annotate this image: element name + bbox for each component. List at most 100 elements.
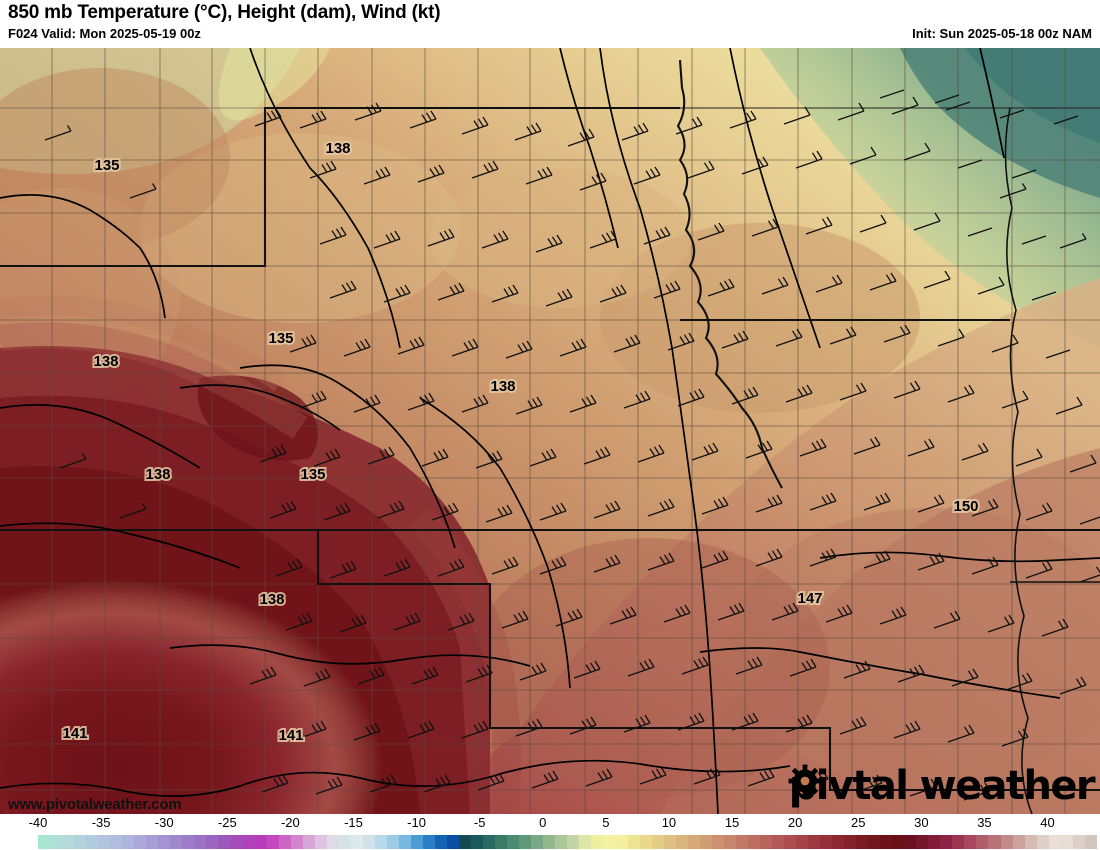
colorbar-swatch [302,835,315,849]
colorbar-swatch [230,835,243,849]
colorbar-swatch [122,835,135,849]
contour-label-halo: 141 [62,725,87,742]
colorbar-tick: -10 [407,815,426,830]
colorbar-swatch [507,835,520,849]
colorbar-swatch [964,835,977,849]
colorbar-swatch [711,835,724,849]
colorbar-tick-labels: -40 -35 -30 -25 -20 -15 -10 -5 0 5 10 15 20 25 30 35 40 [0,814,1100,834]
colorbar-swatch [1024,835,1037,849]
colorbar-swatch [194,835,207,849]
colorbar-swatch [435,835,448,849]
init-time: Init: Sun 2025-05-18 00z NAM [912,26,1092,41]
colorbar-swatch [374,835,387,849]
colorbar-swatch [928,835,941,849]
contour-label: 138 [259,591,284,608]
colorbar-swatch [471,835,484,849]
colorbar-swatch [675,835,688,849]
colorbar-swatch [459,835,472,849]
colorbar-tick: 20 [787,815,803,830]
colorbar-swatch [771,835,784,849]
state-boundaries [0,59,1100,814]
page-title: 850 mb Temperature (°C), Height (dam), W… [8,2,441,23]
colorbar-swatch [218,835,231,849]
colorbar-swatch [723,835,736,849]
contour-label-halo: 135 [268,330,293,347]
colorbar-swatch [1000,835,1013,849]
colorbar-swatch [98,835,111,849]
colorbar-swatch [134,835,147,849]
temperature-shading [0,48,1100,814]
colorbar-swatch [86,835,99,849]
colorbar-swatch [699,835,712,849]
contour-label: 147 [797,590,822,607]
colorbar-tick: 30 [914,815,929,830]
colorbar-swatch [783,835,796,849]
colorbar-swatch [880,835,893,849]
colorbar-tick: -25 [217,815,237,830]
contour-label: 135 [300,466,325,483]
pivotal-weather-logo: piv tal weather [788,764,1096,808]
contour-label-halo: 138 [490,378,515,395]
colorbar-swatch [74,835,87,849]
colorbar-swatch [1084,835,1097,849]
colorbar-swatch [1036,835,1049,849]
colorbar-swatch [808,835,821,849]
colorbar-swatch [266,835,279,849]
contour-label: 138 [93,353,118,370]
colorbar-tick: 40 [1040,815,1055,830]
contour-label: 150 [953,498,978,515]
colorbar-swatch [1072,835,1085,849]
colorbar-swatch [820,835,833,849]
colorbar-swatch [663,835,676,849]
colorbar-swatch [62,835,75,849]
colorbar-tick: -15 [344,815,363,830]
colorbar-swatch [567,835,580,849]
colorbar-swatch [543,835,556,849]
colorbar-swatch [182,835,195,849]
colorbar-swatch [326,835,339,849]
colorbar-swatch [603,835,616,849]
contour-label: 141 [62,725,87,742]
contour-label: 138 [325,140,350,157]
colorbar-swatch [398,835,411,849]
colorbar-swatches [38,835,1097,849]
colorbar-swatch [904,835,917,849]
colorbar-swatch [278,835,291,849]
colorbar-swatch [795,835,808,849]
colorbar-swatch [483,835,496,849]
colorbar-swatch [747,835,760,849]
colorbar-tick: 0 [539,815,547,830]
colorbar-tick: 10 [661,815,677,830]
map-header: 850 mb Temperature (°C), Height (dam), W… [0,0,1100,48]
colorbar-swatch [591,835,604,849]
colorbar-swatch [170,835,183,849]
colorbar[interactable]: -40 -35 -30 -25 -20 -15 -10 -5 0 5 10 15 20 25 30 35 40 [0,814,1100,850]
contour-label: 138 [145,466,170,483]
colorbar-swatch [940,835,953,849]
colorbar-swatch [856,835,869,849]
colorbar-swatch [423,835,436,849]
colorbar-swatch [314,835,327,849]
contour-label: 135 [268,330,293,347]
colorbar-swatch [892,835,905,849]
contour-label-halo: 150 [953,498,978,515]
colorbar-swatch [110,835,123,849]
colorbar-swatch [651,835,664,849]
colorbar-swatch [290,835,303,849]
colorbar-swatch [362,835,375,849]
colorbar-swatch [976,835,989,849]
map-canvas[interactable]: 135 135 138 138 135 135 138 138 138 138 138 138 135 1… [0,48,1100,814]
colorbar-swatch [615,835,628,849]
colorbar-tick: -5 [473,815,486,830]
colorbar-tick: -30 [154,815,174,830]
contour-label-halo: 135 [300,466,325,483]
colorbar-swatch [1060,835,1073,849]
contour-label: 141 [278,727,303,744]
colorbar-tick: -35 [91,815,111,830]
colorbar-tick: -40 [28,815,48,830]
colorbar-swatch [495,835,508,849]
colorbar-swatch [916,835,929,849]
colorbar-swatch [735,835,748,849]
height-contours [0,48,1100,814]
